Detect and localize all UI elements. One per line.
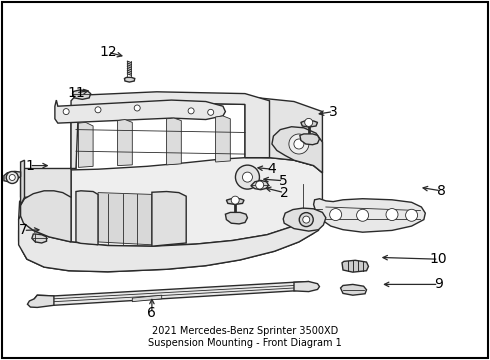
Text: 2: 2 [280, 186, 289, 199]
Polygon shape [300, 134, 319, 145]
Polygon shape [342, 260, 368, 272]
Circle shape [303, 216, 310, 223]
Circle shape [357, 209, 368, 221]
Circle shape [289, 134, 309, 154]
Polygon shape [225, 212, 247, 224]
Polygon shape [272, 127, 322, 173]
Polygon shape [226, 199, 244, 204]
Circle shape [299, 213, 313, 226]
Circle shape [9, 175, 15, 180]
Polygon shape [24, 158, 322, 246]
Circle shape [406, 209, 417, 221]
Polygon shape [21, 160, 24, 205]
Polygon shape [152, 192, 186, 246]
Text: 8: 8 [437, 184, 445, 198]
Circle shape [256, 181, 264, 189]
Circle shape [305, 118, 313, 126]
Polygon shape [55, 100, 225, 123]
Text: 9: 9 [434, 278, 443, 291]
Circle shape [6, 171, 18, 184]
Polygon shape [301, 121, 318, 127]
Circle shape [134, 105, 140, 111]
Text: 5: 5 [279, 174, 288, 188]
Text: 3: 3 [329, 105, 338, 118]
Polygon shape [19, 218, 318, 272]
Polygon shape [32, 234, 47, 243]
Circle shape [231, 196, 239, 204]
Text: 10: 10 [430, 252, 447, 266]
Circle shape [95, 107, 101, 113]
Circle shape [330, 208, 342, 221]
Text: 2021 Mercedes-Benz Sprinter 3500XD
Suspension Mounting - Front Diagram 1: 2021 Mercedes-Benz Sprinter 3500XD Suspe… [148, 327, 342, 348]
Polygon shape [27, 295, 54, 307]
Text: 12: 12 [99, 45, 117, 59]
Text: 7: 7 [19, 224, 28, 237]
Polygon shape [73, 90, 91, 99]
Circle shape [386, 208, 398, 221]
Text: 11: 11 [67, 86, 85, 100]
Text: 4: 4 [268, 162, 276, 176]
Polygon shape [251, 180, 269, 190]
Polygon shape [283, 208, 326, 231]
Polygon shape [34, 282, 313, 305]
Polygon shape [98, 193, 152, 245]
Polygon shape [216, 116, 230, 162]
Polygon shape [167, 118, 181, 165]
Circle shape [208, 109, 214, 115]
Polygon shape [124, 77, 135, 82]
Polygon shape [4, 171, 21, 182]
Polygon shape [76, 191, 98, 245]
Polygon shape [132, 295, 162, 302]
Circle shape [243, 172, 252, 182]
Polygon shape [19, 196, 27, 259]
Polygon shape [78, 122, 93, 167]
Polygon shape [21, 191, 71, 242]
Polygon shape [294, 282, 319, 292]
Polygon shape [118, 120, 132, 166]
Polygon shape [314, 199, 425, 232]
Polygon shape [19, 215, 318, 272]
Text: 1: 1 [25, 159, 34, 172]
Circle shape [63, 109, 69, 114]
Polygon shape [21, 95, 322, 197]
Circle shape [294, 139, 304, 149]
Polygon shape [71, 92, 270, 168]
Circle shape [188, 108, 194, 114]
Text: 6: 6 [147, 306, 156, 320]
Circle shape [236, 165, 259, 189]
Polygon shape [341, 284, 367, 295]
